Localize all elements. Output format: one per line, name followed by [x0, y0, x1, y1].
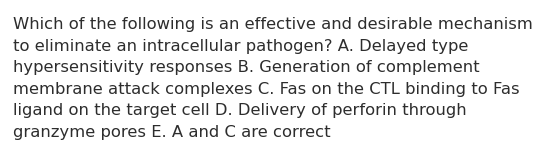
- Text: Which of the following is an effective and desirable mechanism
to eliminate an i: Which of the following is an effective a…: [13, 17, 533, 140]
